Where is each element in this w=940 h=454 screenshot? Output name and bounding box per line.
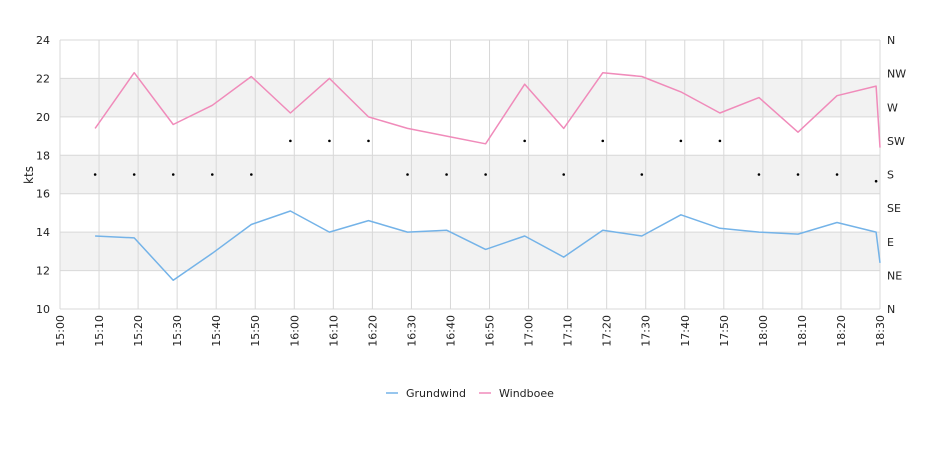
direction-marker — [93, 173, 97, 176]
y-tick-label: 12 — [36, 265, 50, 278]
x-tick-label: 15:30 — [171, 315, 184, 347]
direction-marker — [601, 139, 605, 143]
y-axis-title: kts — [22, 166, 36, 184]
x-tick-label: 16:00 — [288, 315, 301, 347]
direction-marker — [406, 173, 409, 176]
legend-item-windboee: Windboee — [479, 387, 554, 400]
legend-item-grundwind: Grundwind — [386, 387, 466, 400]
y-tick-label: 14 — [36, 226, 50, 239]
direction-marker — [250, 173, 253, 176]
direction-label: NW — [887, 68, 906, 81]
direction-marker — [718, 139, 722, 143]
direction-marker — [171, 173, 175, 176]
background-bands — [60, 78, 880, 271]
direction-label: W — [887, 101, 898, 114]
y-tick-label: 22 — [36, 72, 50, 85]
direction-markers — [93, 139, 878, 183]
x-tick-label: 15:20 — [132, 315, 145, 347]
x-tick-label: 17:00 — [523, 315, 536, 347]
direction-marker — [210, 173, 214, 176]
direction-label: NE — [887, 269, 902, 282]
direction-marker — [757, 173, 761, 176]
direction-label: E — [887, 236, 894, 249]
x-tick-label: 17:20 — [601, 315, 614, 347]
direction-marker — [523, 139, 526, 143]
series-line-windboee — [94, 71, 881, 148]
x-tick-label: 17:50 — [718, 315, 731, 347]
series-line-grundwind — [95, 210, 881, 281]
series-lines — [94, 71, 881, 281]
x-tick-label: 16:10 — [327, 315, 340, 347]
x-tick-label: 18:30 — [874, 315, 887, 347]
x-tick-label: 17:10 — [562, 315, 575, 347]
y-tick-label: 10 — [36, 303, 50, 316]
band — [60, 232, 880, 271]
band — [60, 78, 880, 117]
legend-label: Windboee — [499, 387, 554, 400]
x-tick-label: 17:40 — [679, 315, 692, 347]
x-tick-label: 18:10 — [796, 315, 809, 347]
direction-marker — [289, 139, 292, 143]
y-axis-left: 10 12 14 16 18 20 22 24 — [36, 34, 50, 316]
direction-label: SW — [887, 135, 905, 148]
direction-marker — [132, 173, 136, 176]
direction-marker — [835, 173, 839, 176]
direction-marker — [367, 139, 370, 143]
x-tick-label: 16:30 — [405, 315, 418, 347]
x-axis: 15:00 15:10 15:20 15:30 15:40 15:50 16:00 16:10… — [54, 315, 887, 347]
direction-marker — [328, 139, 331, 143]
direction-label: N — [887, 34, 895, 47]
x-tick-label: 15:10 — [93, 315, 106, 347]
x-tick-label: 18:20 — [835, 315, 848, 347]
vertical-gridlines — [59, 40, 881, 309]
x-tick-label: 18:00 — [757, 315, 770, 347]
horizontal-gridlines — [60, 39, 880, 310]
x-tick-label: 15:50 — [249, 315, 262, 347]
direction-marker — [562, 173, 566, 176]
y-tick-label: 16 — [36, 188, 50, 201]
direction-marker — [445, 173, 448, 176]
y-tick-label: 24 — [36, 34, 50, 47]
y-tick-label: 18 — [36, 149, 50, 162]
y-axis-right-directions: N NE E SE S SW W NW N — [887, 34, 906, 316]
direction-marker — [484, 173, 487, 176]
direction-marker — [679, 139, 683, 143]
x-tick-label: 16:50 — [484, 315, 497, 347]
x-tick-label: 15:00 — [54, 315, 67, 347]
x-tick-label: 16:40 — [444, 315, 457, 347]
y-tick-label: 20 — [36, 111, 50, 124]
direction-label: N — [887, 303, 895, 316]
legend-label: Grundwind — [406, 387, 466, 400]
x-tick-label: 15:40 — [210, 315, 223, 347]
direction-label: SE — [887, 202, 901, 215]
legend: Grundwind Windboee — [386, 387, 554, 400]
direction-marker — [796, 173, 800, 176]
direction-marker — [640, 173, 644, 176]
x-tick-label: 16:20 — [366, 315, 379, 347]
x-tick-label: 17:30 — [640, 315, 653, 347]
direction-label: S — [887, 169, 894, 182]
direction-marker — [874, 179, 878, 183]
band — [60, 155, 880, 194]
